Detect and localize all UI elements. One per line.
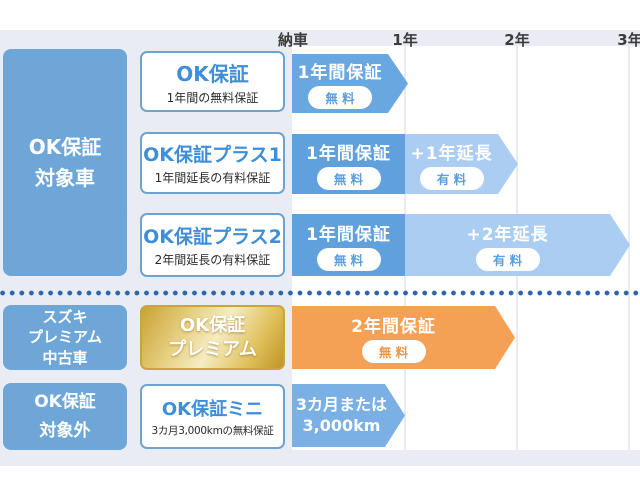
plan-card-ok-hosho-plus2: OK保証プラス2 2年間延長の有料保証 bbox=[140, 213, 285, 277]
plan-card-ok-hosho-plus1: OK保証プラス1 1年間延長の有料保証 bbox=[140, 132, 285, 194]
category-ok-warranty-eligible: OK保証 対象車 bbox=[3, 49, 127, 276]
plan-subtitle: 1年間の無料保証 bbox=[166, 90, 259, 105]
plan-card-ok-hosho: OK保証 1年間の無料保証 bbox=[140, 51, 285, 112]
paid-badge: 有 料 bbox=[476, 248, 540, 271]
free-badge: 無 料 bbox=[317, 248, 381, 271]
gridline-year-3 bbox=[628, 46, 630, 450]
plan-title: OK保証 プレミアム bbox=[168, 315, 257, 360]
bar-segment-label: 1年間保証 bbox=[306, 224, 391, 245]
bar-segment: 2年間保証 無 料 bbox=[292, 306, 515, 369]
bar-segment: 1年間保証 無 料 bbox=[292, 54, 388, 113]
timeline-label-year3: 3年 bbox=[617, 31, 640, 49]
bar-segment-label: 2年間保証 bbox=[351, 317, 436, 337]
category-not-eligible: OK保証 対象外 bbox=[3, 383, 127, 450]
bar-segment-label: +1年延長 bbox=[410, 143, 493, 164]
plan-subtitle: 2年間延長の有料保証 bbox=[154, 253, 271, 267]
warranty-bar-premium-2year-free: 2年間保証 無 料 bbox=[292, 306, 515, 369]
bar-segment: +2年延長 有 料 bbox=[405, 214, 630, 276]
bar-segment: 3カ月または 3,000km bbox=[292, 384, 405, 447]
plan-title: OK保証プラス2 bbox=[143, 226, 282, 248]
bar-segment-label: 3カ月または 3,000km bbox=[295, 394, 388, 435]
plan-title: OK保証ミニ bbox=[161, 399, 264, 420]
warranty-bar-1year-free: 1年間保証 無 料 bbox=[292, 54, 408, 113]
bar-segment-label: 1年間保証 bbox=[297, 63, 383, 83]
plan-card-ok-hosho-premium: OK保証 プレミアム bbox=[140, 305, 285, 370]
plan-subtitle: 1年間延長の有料保証 bbox=[154, 171, 271, 185]
warranty-bar-plus2-extension: 1年間保証 無 料 +2年延長 有 料 bbox=[292, 214, 630, 276]
plan-title: OK保証 bbox=[176, 61, 249, 86]
free-badge: 無 料 bbox=[317, 167, 381, 190]
bar-segment-label: 1年間保証 bbox=[306, 143, 391, 164]
paid-badge: 有 料 bbox=[420, 167, 484, 190]
bar-segment: +1年延長 有 料 bbox=[405, 134, 518, 194]
warranty-bar-plus1-extension: 1年間保証 無 料 +1年延長 有 料 bbox=[292, 134, 518, 194]
warranty-bar-mini-3months: 3カ月または 3,000km bbox=[292, 384, 405, 447]
dotted-separator bbox=[0, 290, 640, 296]
free-badge: 無 料 bbox=[362, 340, 426, 363]
bar-segment-label: +2年延長 bbox=[466, 224, 549, 245]
category-suzuki-premium-used: スズキ プレミアム 中古車 bbox=[3, 305, 127, 370]
bar-segment: 1年間保証 無 料 bbox=[292, 214, 405, 276]
timeline-label-delivery: 納車 bbox=[277, 31, 309, 49]
timeline-label-year1: 1年 bbox=[392, 31, 418, 49]
bar-segment: 1年間保証 無 料 bbox=[292, 134, 405, 194]
free-badge: 無 料 bbox=[308, 86, 372, 109]
plan-title: OK保証プラス1 bbox=[143, 144, 282, 166]
plan-subtitle: 3カ月3,000kmの無料保証 bbox=[151, 425, 274, 437]
plan-card-ok-hosho-mini: OK保証ミニ 3カ月3,000kmの無料保証 bbox=[140, 384, 285, 449]
timeline-label-year2: 2年 bbox=[504, 31, 530, 49]
